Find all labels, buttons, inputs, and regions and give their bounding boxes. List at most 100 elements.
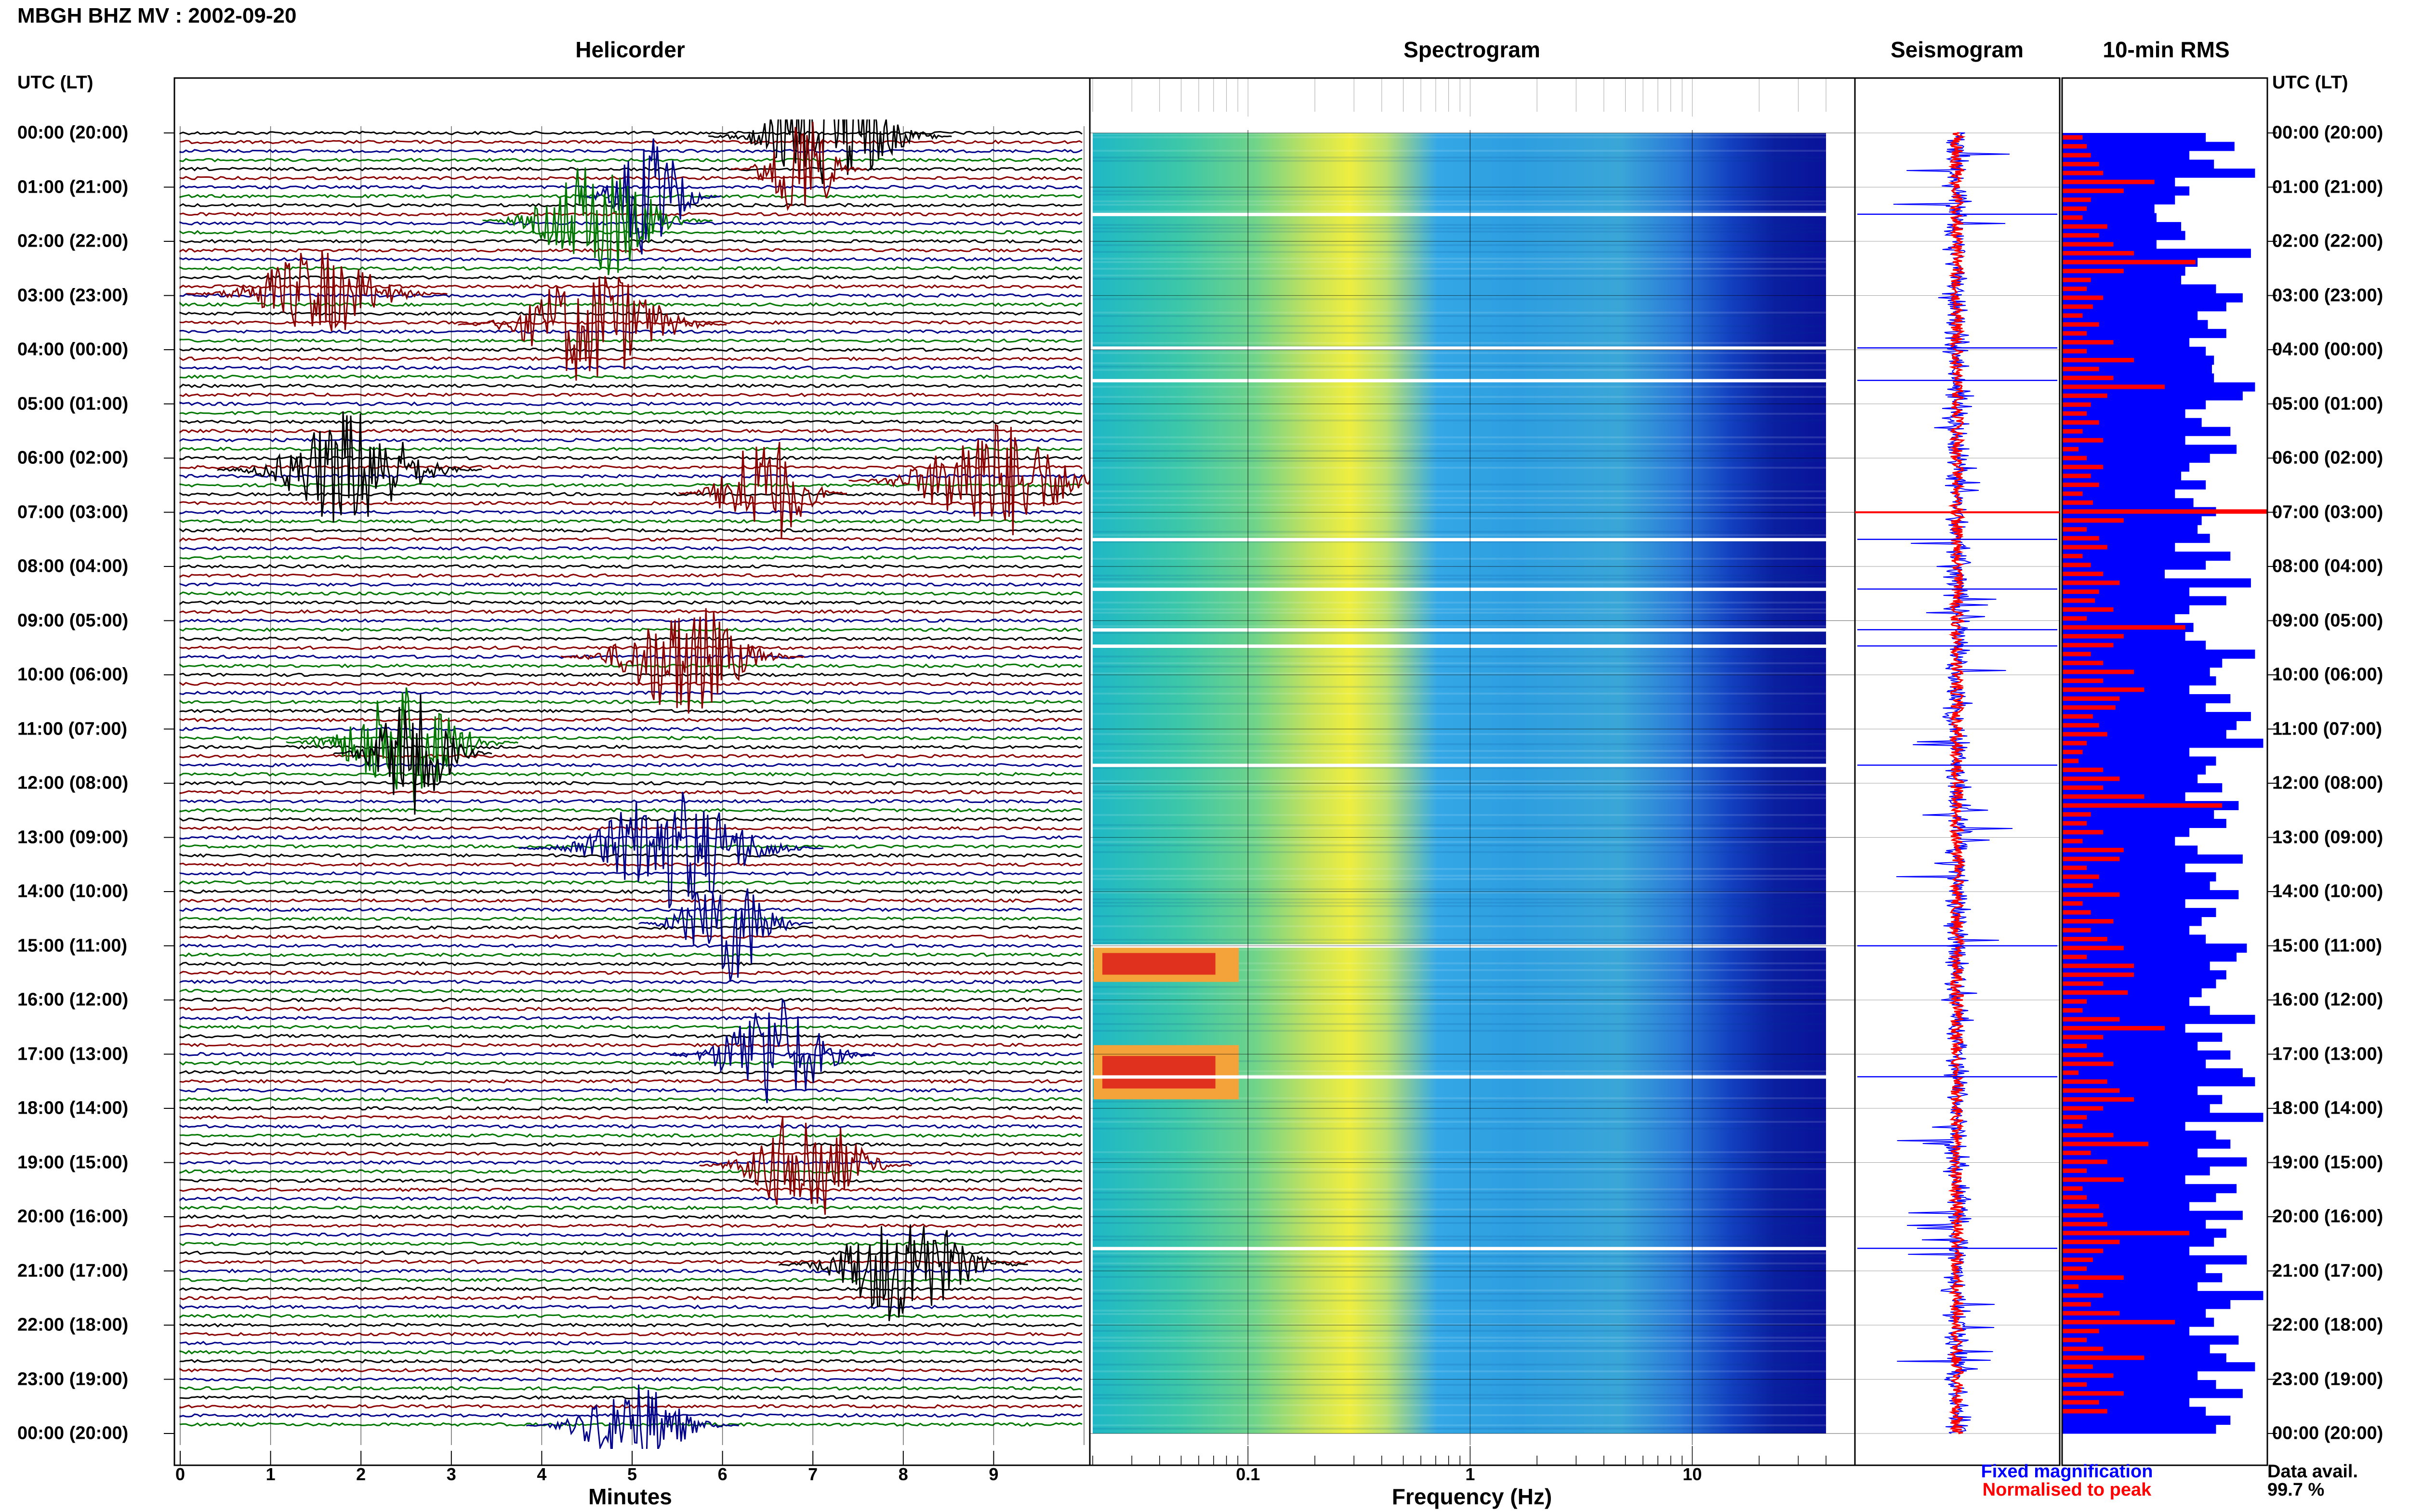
helicorder-trace xyxy=(179,880,1083,885)
helicorder-trace xyxy=(179,1350,1083,1354)
helicorder-trace xyxy=(179,175,1083,181)
spectrogram-x-label: Frequency (Hz) xyxy=(1391,1484,1552,1509)
rms-fixed-bar xyxy=(2062,471,2182,481)
helicorder-trace xyxy=(179,1214,1083,1219)
helicorder-trace xyxy=(179,573,1083,578)
spectrogram-data-gap xyxy=(1093,587,1826,591)
rms-normalised-bar xyxy=(2062,1275,2124,1280)
spectrogram-texture xyxy=(1093,794,1826,796)
helicorder-trace xyxy=(179,1061,1083,1066)
spectrogram-texture xyxy=(1093,204,1826,206)
spectrogram-texture xyxy=(1093,369,1826,371)
helicorder-x-label: Minutes xyxy=(588,1484,672,1509)
rms-normalised-bar xyxy=(2062,420,2099,425)
spectrogram-texture xyxy=(1093,467,1826,469)
rms-fixed-bar xyxy=(2062,311,2198,320)
spectrogram-texture xyxy=(1093,352,1826,354)
rms-normalised-bar xyxy=(2062,1159,2107,1164)
spectrogram-texture xyxy=(1093,244,1826,246)
spectrogram-texture xyxy=(1093,713,1826,715)
rms-fixed-bar xyxy=(2062,1166,2210,1176)
helicorder-trace xyxy=(179,717,1083,723)
rms-normalised-bar xyxy=(2062,999,2087,1004)
helicorder-trace xyxy=(179,1151,1083,1156)
rms-normalised-bar xyxy=(2062,625,2185,630)
spectrogram-texture xyxy=(1093,767,1826,769)
helicorder-trace xyxy=(179,943,1083,948)
spectrogram-texture xyxy=(1093,1222,1826,1224)
seismogram-panel xyxy=(1854,77,2061,1466)
rms-fixed-bar xyxy=(2062,872,2216,881)
rms-fixed-bar xyxy=(2062,1416,2231,1425)
rms-normalised-bar xyxy=(2062,340,2114,345)
time-label-right: 02:00 (22:00) xyxy=(2272,231,2383,251)
rms-normalised-bar xyxy=(2062,260,2196,264)
spectrogram-texture xyxy=(1093,993,1826,995)
spectrogram-texture xyxy=(1093,1313,1826,1315)
helicorder-trace xyxy=(179,1359,1083,1364)
rms-fixed-bar xyxy=(2062,738,2263,748)
rms-normalised-bar xyxy=(2062,349,2087,354)
helicorder-event xyxy=(458,276,727,381)
helicorder-trace xyxy=(179,736,1083,740)
spectrogram-texture xyxy=(1093,1370,1826,1372)
spectrogram-title: Spectrogram xyxy=(1403,37,1540,62)
rms-normalised-bar xyxy=(2062,233,2099,238)
rms-normalised-bar xyxy=(2062,643,2114,647)
time-label-right: 22:00 (18:00) xyxy=(2272,1315,2383,1335)
spectrogram-texture xyxy=(1093,1414,1826,1416)
time-label-left: 05:00 (01:00) xyxy=(17,394,129,414)
rms-normalised-bar xyxy=(2062,1195,2087,1200)
time-label-left: 00:00 (20:00) xyxy=(17,122,129,143)
rms-fixed-bar xyxy=(2062,1148,2198,1158)
rms-normalised-bar xyxy=(2062,1346,2104,1351)
rms-normalised-bar xyxy=(2062,848,2124,853)
rms-normalised-bar xyxy=(2062,1124,2083,1129)
time-label-left: 21:00 (17:00) xyxy=(17,1261,129,1281)
spectrogram-texture xyxy=(1093,1340,1826,1342)
spectrogram-texture xyxy=(1093,986,1826,988)
spectrogram-texture xyxy=(1093,625,1826,627)
rms-normalised-bar xyxy=(2062,1231,2190,1236)
rms-fixed-bar xyxy=(2062,863,2185,873)
helicorder-trace xyxy=(179,392,1083,397)
helicorder-trace xyxy=(179,799,1083,804)
helicorder-trace xyxy=(179,952,1083,957)
rms-normalised-bar xyxy=(2062,767,2104,772)
helicorder-trace xyxy=(179,320,1083,325)
rms-normalised-bar xyxy=(2062,1355,2144,1360)
rms-fixed-bar xyxy=(2062,1113,2263,1122)
rms-normalised-bar xyxy=(2062,1328,2099,1333)
helicorder-trace xyxy=(179,1160,1083,1165)
rms-normalised-bar xyxy=(2062,866,2087,870)
helicorder-trace xyxy=(179,961,1083,967)
rms-fixed-bar xyxy=(2062,1184,2237,1194)
rms-fixed-bar xyxy=(2062,818,2226,828)
rms-normalised-bar xyxy=(2062,1409,2107,1414)
helicorder-tick-label: 6 xyxy=(717,1464,728,1484)
time-label-right: 08:00 (04:00) xyxy=(2272,556,2383,577)
rms-normalised-bar xyxy=(2062,1097,2134,1102)
helicorder-event xyxy=(678,442,847,539)
helicorder-trace xyxy=(179,293,1083,298)
spectrogram-texture xyxy=(1093,345,1826,347)
helicorder-trace xyxy=(179,1323,1083,1328)
spectrogram-texture xyxy=(1093,1060,1826,1062)
rms-normalised-bar xyxy=(2062,553,2083,559)
helicorder-event xyxy=(778,1224,1028,1321)
rms-fixed-bar xyxy=(2062,1362,2255,1372)
spectrogram-texture xyxy=(1093,578,1826,580)
helicorder-trace xyxy=(179,699,1083,705)
spectrogram-texture xyxy=(1093,892,1826,894)
spectrogram-texture xyxy=(1093,460,1826,462)
time-label-right: 04:00 (00:00) xyxy=(2272,339,2383,360)
helicorder-trace xyxy=(179,1006,1083,1012)
rms-normalised-bar xyxy=(2062,277,2091,282)
rms-normalised-bar xyxy=(2062,687,2144,692)
helicorder-event xyxy=(731,121,867,211)
rms-fixed-bar xyxy=(2062,489,2175,499)
rms-normalised-bar xyxy=(2062,1222,2107,1227)
rms-fixed-bar xyxy=(2062,409,2185,419)
rms-normalised-bar xyxy=(2062,1142,2148,1146)
rms-fixed-bar xyxy=(2062,364,2212,374)
